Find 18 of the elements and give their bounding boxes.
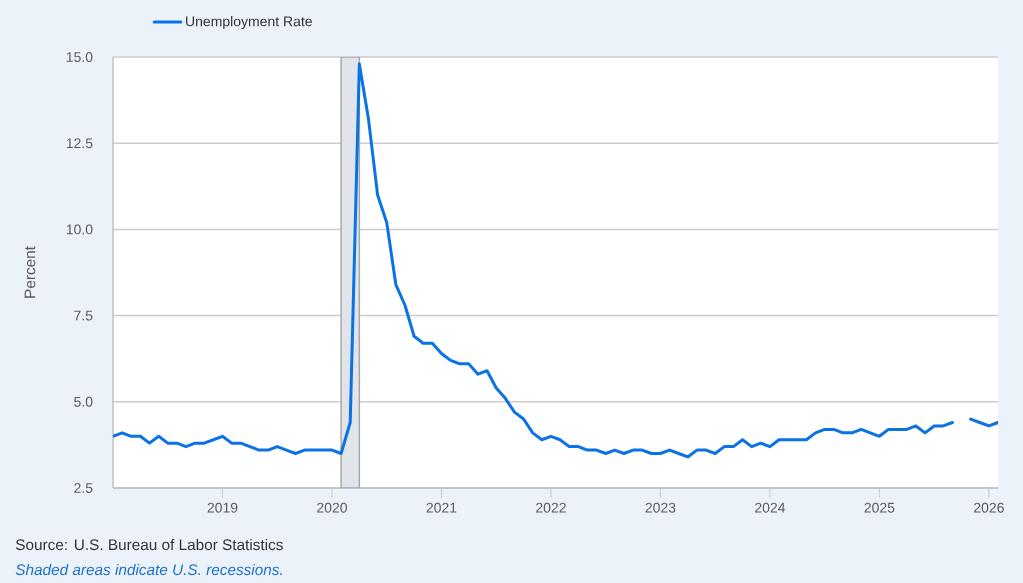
source-note: Source: U.S. Bureau of Labor Statistics	[15, 538, 283, 551]
y-tick-label: 7.5	[74, 310, 93, 321]
y-tick-label: 15.0	[66, 52, 93, 62]
x-tick-label: 2021	[426, 502, 457, 513]
x-tick-label: 2023	[645, 502, 676, 513]
x-tick-label: 2024	[755, 502, 786, 513]
x-tick-label: 2026	[974, 502, 1004, 513]
x-tick-label: 2019	[207, 502, 238, 513]
x-tick-label: 2022	[536, 502, 566, 513]
y-tick-label: 10.0	[66, 224, 93, 235]
x-tick-label: 2020	[317, 502, 347, 513]
y-tick-label: 2.5	[74, 483, 93, 493]
y-axis-title: Percent	[24, 246, 36, 298]
x-tick-label: 2025	[864, 502, 895, 513]
y-tick-label: 5.0	[74, 396, 93, 407]
text: Shaded areas indicate U.S. recessions.	[15, 563, 282, 576]
y-tick-label: 12.5	[66, 138, 93, 149]
legend-label: Unemployment Rate	[186, 16, 312, 30]
